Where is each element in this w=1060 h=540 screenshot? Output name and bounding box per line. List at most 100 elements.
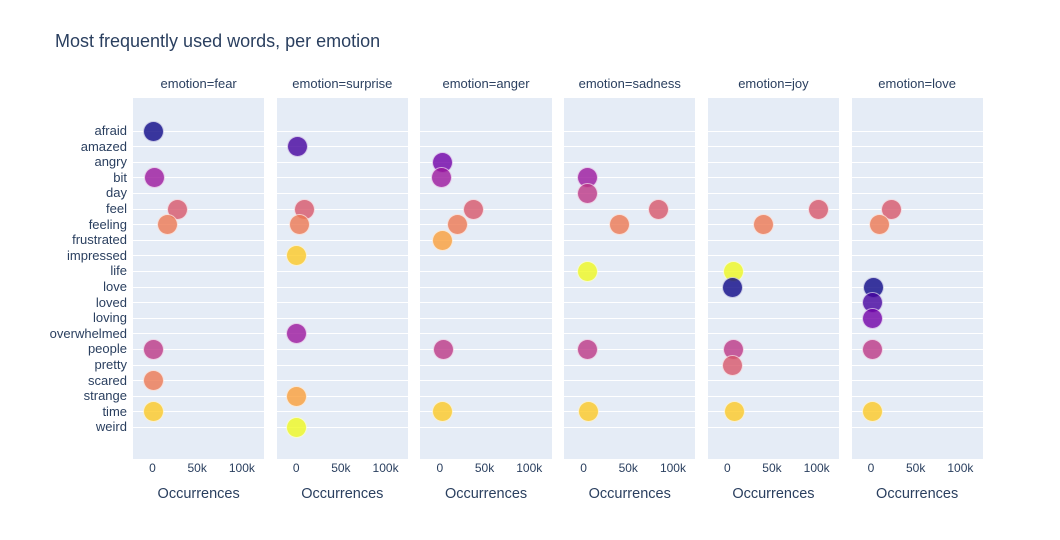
- facet-plot-area[interactable]: [707, 98, 840, 459]
- gridline: [851, 177, 983, 179]
- gridline: [420, 333, 552, 335]
- point-day[interactable]: [576, 182, 598, 204]
- point-feeling[interactable]: [753, 214, 775, 236]
- gridline: [133, 239, 265, 241]
- point-people[interactable]: [861, 338, 883, 360]
- gridline: [707, 177, 840, 179]
- gridline: [133, 130, 265, 132]
- x-tick-label: 100k: [947, 461, 974, 475]
- point-feel[interactable]: [462, 198, 484, 220]
- point-feel[interactable]: [807, 198, 829, 220]
- point-pretty[interactable]: [721, 354, 743, 376]
- gridline: [420, 380, 552, 382]
- x-tick-label: 0: [292, 461, 300, 475]
- gridline: [420, 192, 552, 194]
- gridline: [707, 380, 840, 382]
- point-time[interactable]: [577, 401, 599, 423]
- y-tick-label-love: love: [103, 279, 127, 294]
- point-strange[interactable]: [286, 385, 308, 407]
- point-time[interactable]: [723, 401, 745, 423]
- gridline: [564, 192, 696, 194]
- gridline: [564, 426, 696, 428]
- gridline: [276, 255, 408, 257]
- point-scared[interactable]: [143, 370, 165, 392]
- point-time[interactable]: [142, 401, 164, 423]
- point-time[interactable]: [431, 401, 453, 423]
- point-afraid[interactable]: [143, 120, 165, 142]
- x-tick-label: 50k: [474, 461, 495, 475]
- gridline: [564, 411, 696, 413]
- x-tick-label: 50k: [187, 461, 207, 475]
- gridline: [133, 317, 265, 319]
- point-frustrated[interactable]: [431, 229, 453, 251]
- facet-plot-area[interactable]: [133, 98, 265, 459]
- gridline: [564, 348, 696, 350]
- gridline: [276, 146, 408, 148]
- point-feel[interactable]: [881, 198, 903, 220]
- point-feeling[interactable]: [608, 214, 630, 236]
- gridline: [564, 317, 696, 319]
- point-feeling[interactable]: [446, 214, 468, 236]
- point-time[interactable]: [861, 401, 883, 423]
- point-feeling[interactable]: [869, 214, 891, 236]
- gridline: [564, 302, 696, 304]
- x-tick-label: 100k: [372, 461, 399, 475]
- y-tick-label-time: time: [102, 403, 127, 419]
- gridline: [133, 302, 265, 304]
- gridline: [133, 146, 265, 148]
- facet-title: emotion=surprise: [292, 76, 393, 91]
- y-tick-label-amazed: amazed: [80, 138, 127, 154]
- y-tick-label-feel: feel: [106, 201, 127, 216]
- point-feel[interactable]: [648, 198, 670, 220]
- point-bit[interactable]: [431, 167, 453, 189]
- y-tick-label-loved: loved: [95, 294, 127, 310]
- gridline: [851, 348, 983, 350]
- point-weird[interactable]: [286, 416, 308, 438]
- gridline: [707, 146, 840, 148]
- gridline: [276, 411, 408, 413]
- gridline: [851, 161, 983, 163]
- x-tick-label: 50k: [905, 461, 926, 475]
- x-axis-title: Occurrences: [157, 486, 240, 502]
- gridline: [707, 208, 840, 210]
- point-people[interactable]: [576, 338, 598, 360]
- point-feeling[interactable]: [157, 214, 178, 236]
- point-impressed[interactable]: [286, 245, 308, 267]
- y-tick-label-feeling: feeling: [88, 216, 127, 232]
- x-tick-label: 100k: [516, 461, 543, 475]
- gridline: [420, 317, 552, 319]
- gridline: [133, 270, 265, 272]
- gridline: [851, 224, 983, 226]
- gridline: [276, 161, 408, 163]
- point-people[interactable]: [432, 338, 454, 360]
- gridline: [851, 411, 983, 413]
- gridline: [133, 208, 265, 210]
- gridline: [276, 395, 408, 397]
- point-loving[interactable]: [861, 307, 883, 329]
- y-tick-label-bit: bit: [113, 169, 127, 185]
- y-tick-label-pretty: pretty: [94, 357, 127, 372]
- gridline: [276, 286, 408, 288]
- facet-plot-area[interactable]: [420, 98, 552, 459]
- x-tick-label: 0: [867, 461, 875, 475]
- point-people[interactable]: [143, 338, 165, 360]
- point-overwhelmed[interactable]: [286, 323, 308, 345]
- y-tick-label-angry: angry: [94, 154, 127, 170]
- point-amazed[interactable]: [286, 136, 308, 158]
- facet-plot-area[interactable]: [276, 98, 408, 459]
- gridline: [707, 426, 840, 428]
- gridline: [564, 161, 696, 163]
- point-feel[interactable]: [167, 198, 189, 220]
- point-love[interactable]: [721, 276, 743, 298]
- facet-plot-area[interactable]: [851, 98, 983, 459]
- gridline: [420, 348, 552, 350]
- gridline: [133, 333, 265, 335]
- gridline: [851, 426, 983, 428]
- point-bit[interactable]: [143, 167, 165, 189]
- point-feeling[interactable]: [288, 214, 310, 236]
- point-life[interactable]: [576, 260, 598, 282]
- x-axis-title: Occurrences: [301, 486, 384, 502]
- y-tick-label-afraid: afraid: [94, 123, 127, 138]
- facet-plot-area[interactable]: [564, 98, 696, 459]
- gridline: [133, 192, 265, 194]
